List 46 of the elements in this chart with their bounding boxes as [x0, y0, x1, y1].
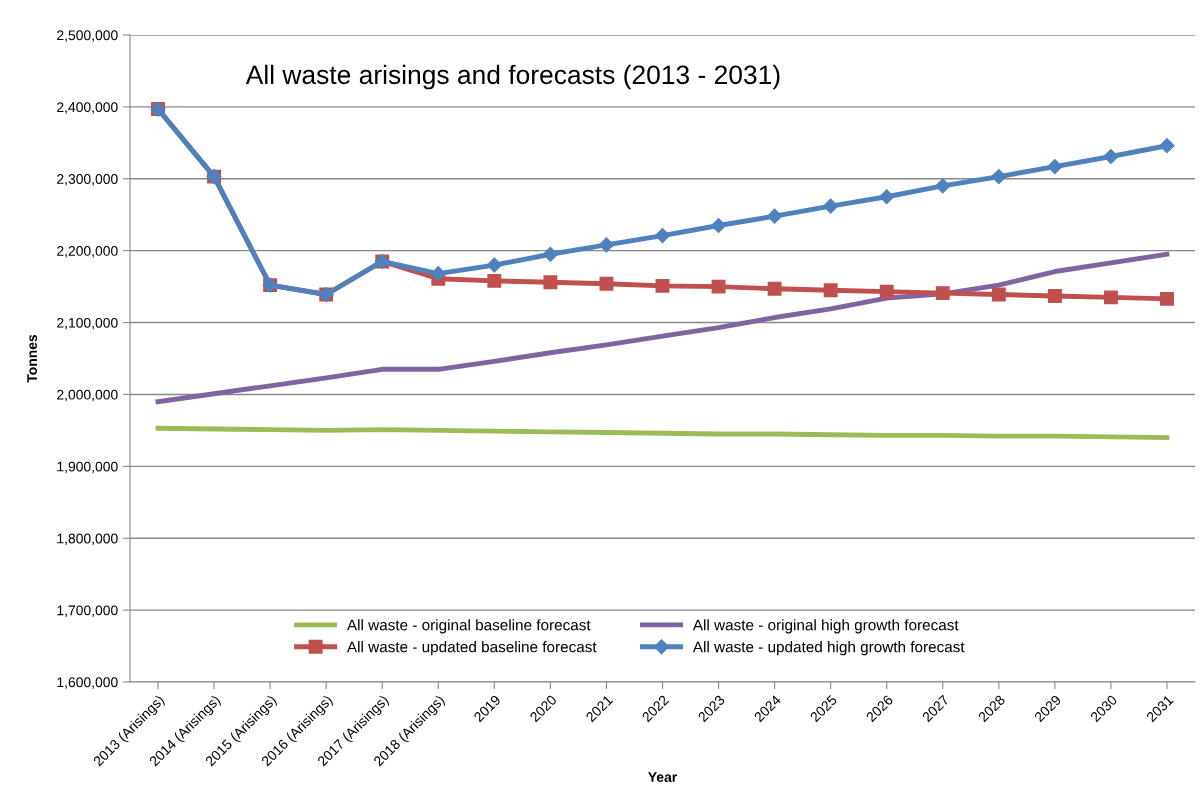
point [1103, 290, 1118, 305]
legend-label: All waste - original high growth forecast [692, 619, 959, 634]
legend-label: All waste - original baseline forecast [346, 619, 591, 634]
x-axis-title: Year [648, 772, 677, 782]
point [1047, 289, 1062, 303]
point [486, 257, 502, 273]
point [654, 227, 671, 244]
point [935, 178, 951, 194]
point [598, 237, 615, 253]
point [710, 217, 727, 234]
line-series [155, 425, 1170, 441]
point [823, 283, 838, 298]
point [879, 284, 894, 299]
point [487, 273, 502, 288]
point [991, 287, 1006, 302]
point [543, 275, 558, 290]
y-tick-label: 1,800,000 [57, 533, 118, 546]
y-axis-title: Tonnes [27, 334, 37, 383]
y-tick-label: 1,700,000 [57, 605, 118, 617]
point [599, 276, 614, 291]
point [542, 246, 558, 262]
point [1159, 138, 1175, 154]
point [879, 189, 895, 205]
point [1047, 158, 1063, 175]
point [767, 281, 782, 296]
y-tick-label: 1,600,000 [57, 677, 118, 689]
point [711, 279, 726, 294]
y-tick-label: 2,100,000 [57, 317, 118, 330]
y-tick-label: 2,300,000 [57, 174, 118, 186]
y-tick-label: 1,900,000 [57, 461, 118, 474]
point [1103, 148, 1119, 165]
point [991, 169, 1007, 185]
text: All waste arisings and forecasts (2013 - 2031) [245, 64, 780, 90]
legend-label: All waste - updated high growth forecast [692, 641, 965, 656]
line-series [155, 251, 1170, 405]
point [935, 286, 950, 301]
y-tick-label: 2,500,000 [57, 30, 118, 42]
point [430, 266, 446, 282]
y-tick-label: 2,000,000 [57, 389, 118, 402]
y-tick-label: 2,200,000 [57, 246, 118, 258]
point [655, 278, 670, 293]
y-tick-label: 2,400,000 [57, 102, 118, 114]
point [1160, 291, 1174, 306]
point [767, 208, 783, 224]
point [823, 198, 839, 214]
legend-label: All waste - updated baseline forecast [346, 641, 597, 656]
